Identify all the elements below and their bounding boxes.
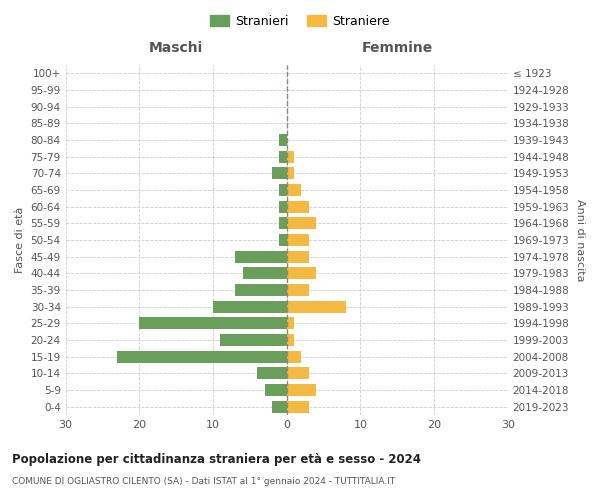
Bar [242, 268, 287, 280]
Text: COMUNE DI OGLIASTRO CILENTO (SA) - Dati ISTAT al 1° gennaio 2024 - TUTTITALIA.IT: COMUNE DI OGLIASTRO CILENTO (SA) - Dati … [12, 478, 395, 486]
Bar [287, 184, 301, 196]
Legend: Stranieri, Straniere: Stranieri, Straniere [206, 11, 394, 32]
Bar [287, 218, 316, 230]
Bar [280, 200, 287, 212]
Y-axis label: Anni di nascita: Anni di nascita [575, 199, 585, 281]
Bar [287, 250, 309, 262]
Y-axis label: Fasce di età: Fasce di età [15, 207, 25, 274]
Bar [117, 351, 287, 363]
Bar [235, 250, 287, 262]
Bar [280, 218, 287, 230]
Bar [287, 368, 309, 380]
Bar [139, 318, 287, 330]
Bar [287, 384, 316, 396]
Bar [280, 184, 287, 196]
Bar [287, 268, 316, 280]
Bar [272, 168, 287, 179]
Bar [287, 401, 309, 413]
Text: Femmine: Femmine [362, 41, 433, 55]
Bar [287, 234, 309, 246]
Text: Maschi: Maschi [149, 41, 203, 55]
Bar [272, 401, 287, 413]
Bar [257, 368, 287, 380]
Bar [287, 284, 309, 296]
Bar [287, 150, 294, 162]
Bar [265, 384, 287, 396]
Bar [280, 150, 287, 162]
Bar [280, 134, 287, 146]
Bar [287, 351, 301, 363]
Bar [213, 301, 287, 313]
Bar [287, 168, 294, 179]
Bar [287, 301, 346, 313]
Bar [287, 334, 294, 346]
Bar [287, 318, 294, 330]
Bar [220, 334, 287, 346]
Bar [280, 234, 287, 246]
Text: Popolazione per cittadinanza straniera per età e sesso - 2024: Popolazione per cittadinanza straniera p… [12, 452, 421, 466]
Bar [235, 284, 287, 296]
Bar [287, 200, 309, 212]
